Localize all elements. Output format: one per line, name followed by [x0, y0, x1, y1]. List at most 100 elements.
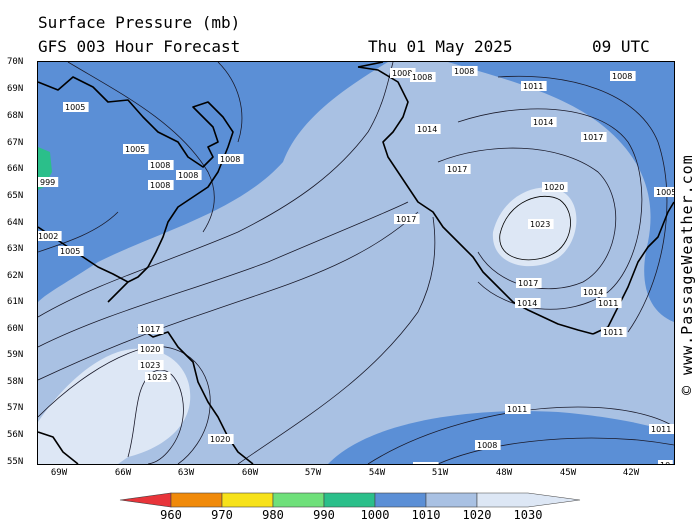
lat-label: 55N [7, 457, 24, 467]
isobar-label: 1011 [523, 82, 543, 91]
isobar-label: 1014 [533, 118, 553, 127]
isobar-label: 1014 [517, 299, 537, 308]
lat-label: 65N [7, 191, 24, 201]
isobar-label: 1017 [447, 165, 467, 174]
lat-label: 59N [7, 350, 24, 360]
isobar-label-bg [475, 440, 501, 450]
colorbar-segment [476, 492, 581, 508]
isobar-label: 1008 [150, 161, 170, 170]
isobar-label: 1008 [415, 463, 435, 464]
colorbar-tick-label: 1010 [411, 508, 441, 522]
isobar-label: 1008 [612, 72, 632, 81]
lat-label: 57N [7, 403, 24, 413]
isobar-label-bg [410, 72, 436, 82]
isobar-label: 1017 [518, 279, 538, 288]
isobar-label: 10 [660, 461, 670, 464]
isobar-label-bg [610, 71, 636, 81]
lat-label: 64N [7, 218, 24, 228]
colorbar-tick-label: 990 [313, 508, 335, 522]
map-title: Surface Pressure (mb) [38, 13, 241, 32]
isobar-label: 1005 [60, 247, 80, 256]
lon-label: 66W [114, 468, 132, 478]
isobar-label: 1011 [603, 328, 623, 337]
coast-greenland-west [357, 66, 594, 335]
isobar-label-bg [138, 360, 164, 370]
isobar-label: 1011 [507, 405, 527, 414]
isobar-label: 1017 [396, 215, 416, 224]
isobar-label-bg [596, 298, 622, 308]
isobar-label: 1005 [656, 188, 674, 197]
isobar-label: 1023 [147, 373, 167, 382]
lat-label: 68N [7, 111, 24, 121]
colorbar-tick-label: 960 [160, 508, 182, 522]
isobar-label-bg [445, 164, 471, 174]
isobar-label-bg [208, 434, 234, 444]
isobar-1011-greenland [497, 75, 668, 333]
isobar-label: 1008 [412, 73, 432, 82]
colorbar-tick-label: 1000 [360, 508, 390, 522]
isobar-label-bg [521, 81, 547, 91]
isobar-labels: 1005100510081008100810081005100210171020… [38, 66, 674, 464]
isobar-label-bg [148, 160, 174, 170]
lat-label: 63N [7, 244, 24, 254]
isobar-1017-south [237, 216, 436, 464]
lon-label: 69W [50, 468, 68, 478]
isobar-1008-west [67, 62, 215, 233]
lon-label: 48W [495, 468, 513, 478]
lon-label: 45W [559, 468, 577, 478]
coast-greenland-east [592, 201, 674, 335]
isobar-label-bg [505, 404, 531, 414]
isobar-label: 1008 [477, 441, 497, 450]
coast-greenland-north [357, 62, 384, 68]
isobar-label: 1005 [125, 145, 145, 154]
isobar-label-bg [649, 424, 674, 434]
colorbar-segment [119, 492, 172, 508]
isobar-label-bg [38, 231, 62, 241]
high-pressure-cell-labrador [38, 348, 191, 464]
isobar-1005-west [38, 211, 119, 253]
lon-label: 63W [177, 468, 195, 478]
pressure-map: 1005 1005 1008 1008 1008 1008 1005 1002 1017 1020… [37, 61, 675, 465]
lat-label: 56N [7, 430, 24, 440]
colorbar-tick-label: 1020 [462, 508, 492, 522]
isobar-label: 999 [40, 178, 55, 187]
lon-label: 42W [622, 468, 640, 478]
isobar-label: 1008 [454, 67, 474, 76]
isobar-1023-labrador [127, 369, 184, 464]
colorbar-segment [170, 492, 223, 508]
lat-label: 60N [7, 324, 24, 334]
lat-label: 61N [7, 297, 24, 307]
isobar-label-bg [123, 144, 149, 154]
coast-labrador-inner [38, 431, 79, 464]
isobar-label-bg [531, 117, 557, 127]
isobar-1011-west [38, 62, 394, 318]
isobar-label-bg [63, 102, 89, 112]
pressure-map-svg: 1005100510081008100810081005100210171020… [38, 62, 674, 464]
isobar-label-bg [394, 214, 420, 224]
isobar-label: 1011 [598, 299, 618, 308]
credit-text: © www.PassageWeather.com [678, 154, 696, 395]
lat-label: 62N [7, 271, 24, 281]
colorbar-tick-label: 1030 [513, 508, 543, 522]
isobar-label: 1020 [140, 345, 160, 354]
isobar-label-bg [176, 170, 202, 180]
isobar-label: 1005 [65, 103, 85, 112]
isobar-1011-south [437, 437, 674, 464]
isobar-label: 1008 [150, 181, 170, 190]
isobar-label: 1008 [178, 171, 198, 180]
colorbar [119, 492, 581, 508]
isobar-label: 1011 [651, 425, 671, 434]
isobar-1014-greenland [457, 108, 643, 310]
isobar-label-bg [148, 180, 174, 190]
isobar-label-bg [38, 177, 59, 187]
lat-label: 67N [7, 138, 24, 148]
isobar-label: 1008 [220, 155, 240, 164]
lon-label: 54W [368, 468, 386, 478]
isobar-label-bg [413, 462, 439, 464]
lat-label: 66N [7, 164, 24, 174]
colorbar-tick-label: 970 [211, 508, 233, 522]
colorbar-segment [425, 492, 478, 508]
isobar-label-bg [654, 187, 674, 197]
isobar-label-bg [58, 246, 84, 256]
isobar-label-bg [581, 287, 607, 297]
